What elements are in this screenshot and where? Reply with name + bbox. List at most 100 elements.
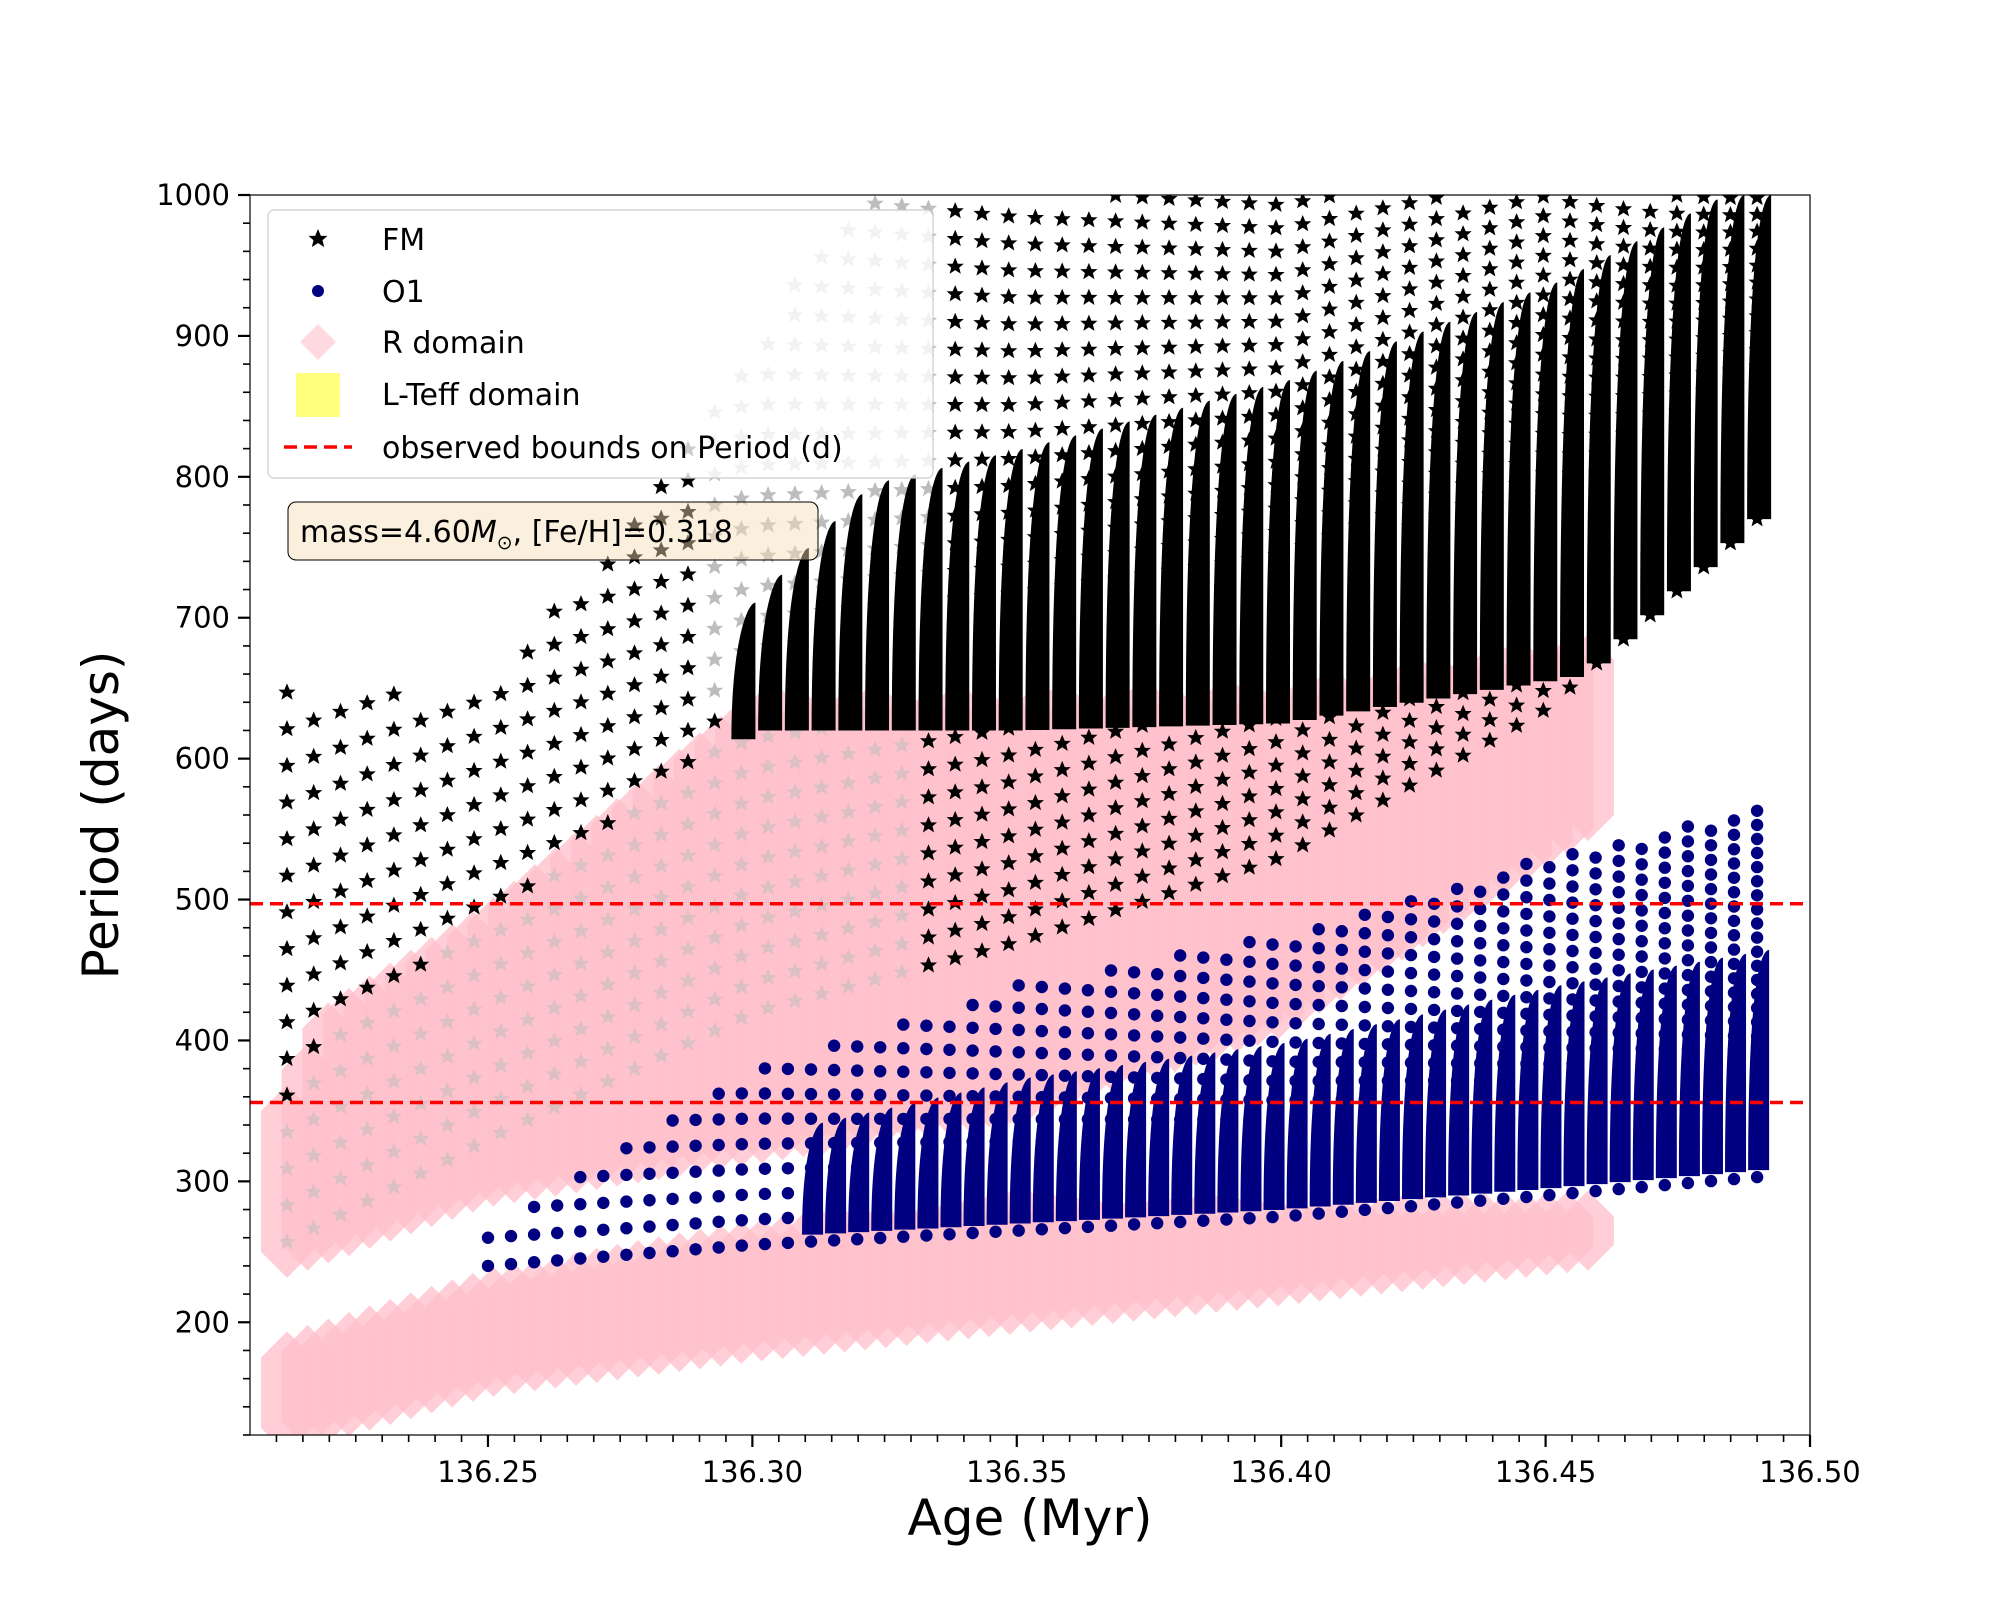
annotation-suffix: , [Fe/H]=0.318 (513, 515, 733, 550)
o1-point (1497, 955, 1510, 969)
fm-point (759, 968, 777, 986)
fm-point (465, 1137, 483, 1154)
o1-track (848, 1112, 870, 1233)
o1-point (1220, 1013, 1233, 1026)
o1-point (1520, 857, 1533, 871)
fm-point (1160, 412, 1178, 430)
fm-point (572, 954, 590, 971)
y-tick-label: 700 (175, 601, 230, 635)
fm-point (572, 889, 590, 906)
fm-point (679, 909, 697, 926)
o1-track (1701, 957, 1723, 1175)
fm-point (973, 232, 991, 249)
o1-point (1520, 957, 1533, 971)
fm-point (1187, 386, 1205, 403)
fm-point (732, 886, 750, 903)
fm-point (331, 1026, 350, 1043)
fm-point (1160, 363, 1178, 380)
o1-point (1058, 982, 1072, 995)
o1-point (966, 998, 979, 1012)
fm-point (1267, 195, 1285, 212)
o1-point (827, 1063, 841, 1077)
fm-point (331, 1205, 350, 1222)
fm-point (813, 808, 831, 825)
fm-point (331, 738, 350, 755)
fm-point (492, 752, 510, 769)
fm-track (1025, 442, 1050, 730)
fm-point (919, 956, 938, 973)
fm-point (1133, 364, 1151, 381)
fm-point (1427, 316, 1445, 333)
fm-point (385, 826, 403, 843)
fm-point (1000, 342, 1018, 359)
fm-point (1748, 195, 1766, 206)
fm-point (599, 620, 617, 637)
o1-point (804, 1235, 818, 1248)
o1-point (1658, 922, 1672, 935)
fm-point (331, 954, 350, 971)
o1-point (851, 1064, 864, 1077)
fm-point (1374, 199, 1392, 216)
o1-point (1335, 1205, 1349, 1218)
fm-point (1053, 367, 1071, 384)
fm-point (1347, 784, 1365, 801)
fm-point (973, 805, 991, 822)
fm-point (625, 1027, 644, 1045)
fm-point (385, 1107, 403, 1125)
o1-point (712, 1215, 725, 1229)
legend-o1-marker (312, 285, 324, 297)
o1-point (1543, 861, 1556, 874)
fm-point (1160, 214, 1178, 231)
o1-point (1520, 941, 1533, 954)
o1-point (1612, 870, 1625, 883)
y-tick-label: 1000 (156, 178, 230, 212)
o1-point (920, 1229, 933, 1242)
fm-point (1374, 747, 1392, 764)
fm-point (1107, 824, 1125, 841)
fm-point (1427, 195, 1445, 205)
fm-point (652, 794, 670, 811)
o1-track (1240, 1046, 1262, 1212)
fm-point (1053, 787, 1071, 804)
o1-point (1197, 991, 1210, 1005)
fm-point (412, 1025, 430, 1042)
x-tick-label: 136.50 (1759, 1455, 1860, 1489)
fm-point (946, 395, 964, 413)
fm-point (625, 963, 644, 981)
fm-point (385, 685, 403, 702)
fm-point (572, 1085, 590, 1102)
o1-track (1194, 1052, 1216, 1214)
fm-point (1454, 204, 1472, 221)
o1-point (1474, 954, 1487, 967)
o1-point (551, 1226, 564, 1240)
o1-point (851, 1088, 864, 1101)
o1-point (689, 1191, 702, 1204)
o1-track (1540, 985, 1562, 1189)
fm-point (839, 861, 857, 878)
fm-point (1481, 280, 1499, 297)
o1-point (1474, 937, 1487, 950)
fm-point (1347, 271, 1365, 288)
o1-point (897, 1018, 910, 1031)
fm-point (519, 1044, 537, 1061)
o1-point (1566, 977, 1579, 990)
o1-point (666, 1192, 679, 1206)
fm-point (732, 581, 750, 598)
o1-point (1543, 926, 1556, 939)
x-axis-title: Age (Myr) (908, 1489, 1153, 1547)
fm-point (813, 484, 831, 501)
fm-point (946, 257, 964, 274)
fm-point (278, 939, 296, 957)
fm-point (652, 572, 670, 590)
fm-point (1347, 338, 1365, 355)
fm-point (599, 652, 617, 669)
fm-point (465, 727, 483, 744)
fm-point (1481, 301, 1499, 318)
fm-point (1508, 253, 1526, 270)
parameter-annotation: mass=4.60M⊙, [Fe/H]=0.318 (287, 501, 819, 561)
fm-point (679, 971, 697, 988)
fm-point (1107, 875, 1125, 892)
fm-point (652, 825, 670, 842)
fm-point (492, 1123, 510, 1141)
fm-track (1426, 321, 1451, 699)
